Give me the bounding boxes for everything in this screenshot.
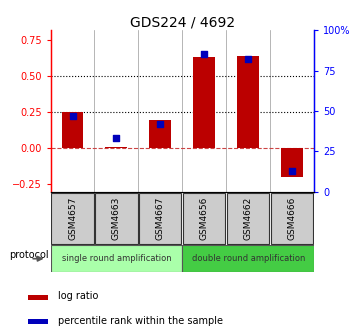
Point: [70, 113, 75, 118]
Text: log ratio: log ratio: [58, 291, 98, 301]
Point: [157, 121, 163, 126]
Point: [201, 52, 207, 57]
Bar: [95, 193, 138, 244]
Text: GSM4656: GSM4656: [200, 197, 209, 240]
Text: GSM4662: GSM4662: [244, 197, 253, 240]
Text: percentile rank within the sample: percentile rank within the sample: [58, 316, 223, 326]
Bar: [105, 147, 127, 148]
Point: [245, 56, 251, 62]
Bar: [51, 245, 182, 272]
Bar: [271, 193, 313, 244]
Bar: [28, 295, 48, 299]
Text: single round amplification: single round amplification: [62, 254, 171, 263]
Point: [289, 168, 295, 173]
Bar: [237, 56, 259, 148]
Bar: [227, 193, 269, 244]
Title: GDS224 / 4692: GDS224 / 4692: [130, 15, 235, 29]
Bar: [28, 319, 48, 324]
Text: protocol: protocol: [9, 250, 49, 260]
Bar: [183, 193, 225, 244]
Text: GSM4663: GSM4663: [112, 197, 121, 240]
Bar: [182, 245, 314, 272]
Bar: [281, 148, 303, 177]
Point: [113, 136, 119, 141]
Text: GSM4666: GSM4666: [288, 197, 297, 240]
Bar: [51, 193, 93, 244]
Bar: [61, 112, 83, 148]
Text: GSM4657: GSM4657: [68, 197, 77, 240]
Text: double round amplification: double round amplification: [191, 254, 305, 263]
Bar: [149, 120, 171, 148]
Bar: [193, 57, 215, 148]
Text: GSM4667: GSM4667: [156, 197, 165, 240]
Bar: [139, 193, 182, 244]
